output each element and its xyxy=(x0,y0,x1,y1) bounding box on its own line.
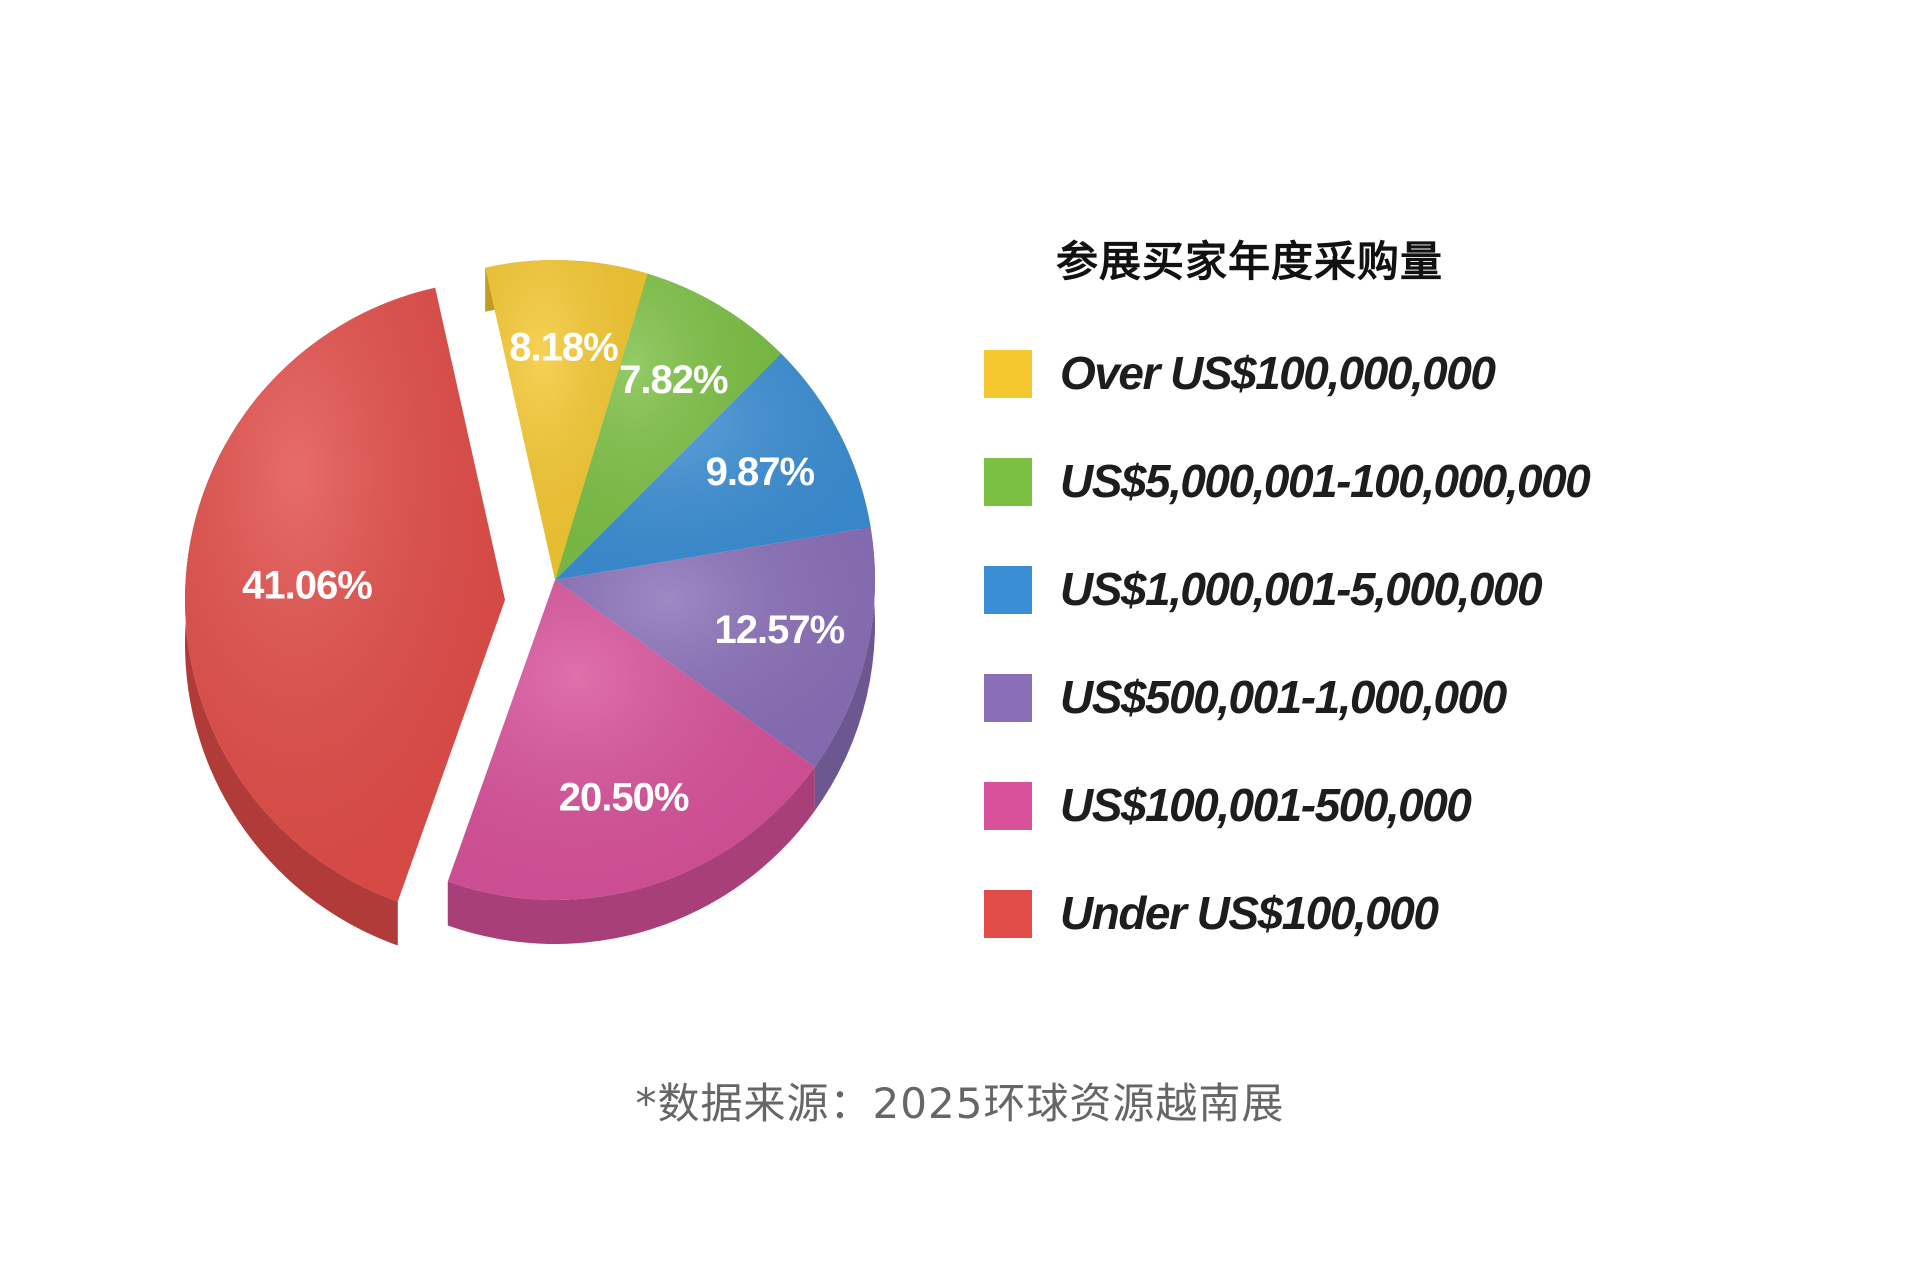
legend-swatch xyxy=(984,890,1032,938)
legend-item: Over US$100,000,000 xyxy=(984,340,1704,400)
legend-swatch xyxy=(984,350,1032,398)
pie-slice-gloss xyxy=(447,580,815,900)
legend-item: US$5,000,001-100,000,000 xyxy=(984,448,1704,508)
legend-item: Under US$100,000 xyxy=(984,880,1704,940)
pie-data-label: 9.87% xyxy=(706,450,815,494)
legend-swatch xyxy=(984,458,1032,506)
legend-label: US$5,000,001-100,000,000 xyxy=(1060,455,1591,507)
legend-label: Under US$100,000 xyxy=(1060,887,1439,939)
legend-swatch xyxy=(984,674,1032,722)
pie-slice-gloss xyxy=(184,287,505,902)
pie-slice-gloss xyxy=(555,353,871,580)
legend-item: US$500,001-1,000,000 xyxy=(984,664,1704,724)
pie-data-label: 20.50% xyxy=(559,776,689,820)
legend-item: US$100,001-500,000 xyxy=(984,772,1704,832)
pie-slice-gloss xyxy=(555,527,876,768)
pie-data-label: 41.06% xyxy=(242,563,372,607)
pie-slice-gloss xyxy=(555,273,782,580)
data-source-footnote: *数据来源：2025环球资源越南展 xyxy=(635,1079,1285,1128)
legend-swatch xyxy=(984,566,1032,614)
legend-label: US$100,001-500,000 xyxy=(1060,779,1472,831)
legend-title: 参展买家年度采购量 xyxy=(1056,237,1444,286)
legend-item: US$1,000,001-5,000,000 xyxy=(984,556,1704,616)
legend-label: Over US$100,000,000 xyxy=(1060,347,1496,399)
pie-slice-gloss xyxy=(485,260,648,580)
legend-label: US$1,000,001-5,000,000 xyxy=(1060,563,1543,615)
pie-data-label: 12.57% xyxy=(715,608,845,652)
pie-data-label: 8.18% xyxy=(509,325,618,369)
legend-label: US$500,001-1,000,000 xyxy=(1060,671,1507,723)
pie-slice-side xyxy=(447,767,815,945)
pie-data-label: 7.82% xyxy=(619,358,728,402)
pie-slice-side xyxy=(814,527,876,812)
legend-swatch xyxy=(984,782,1032,830)
